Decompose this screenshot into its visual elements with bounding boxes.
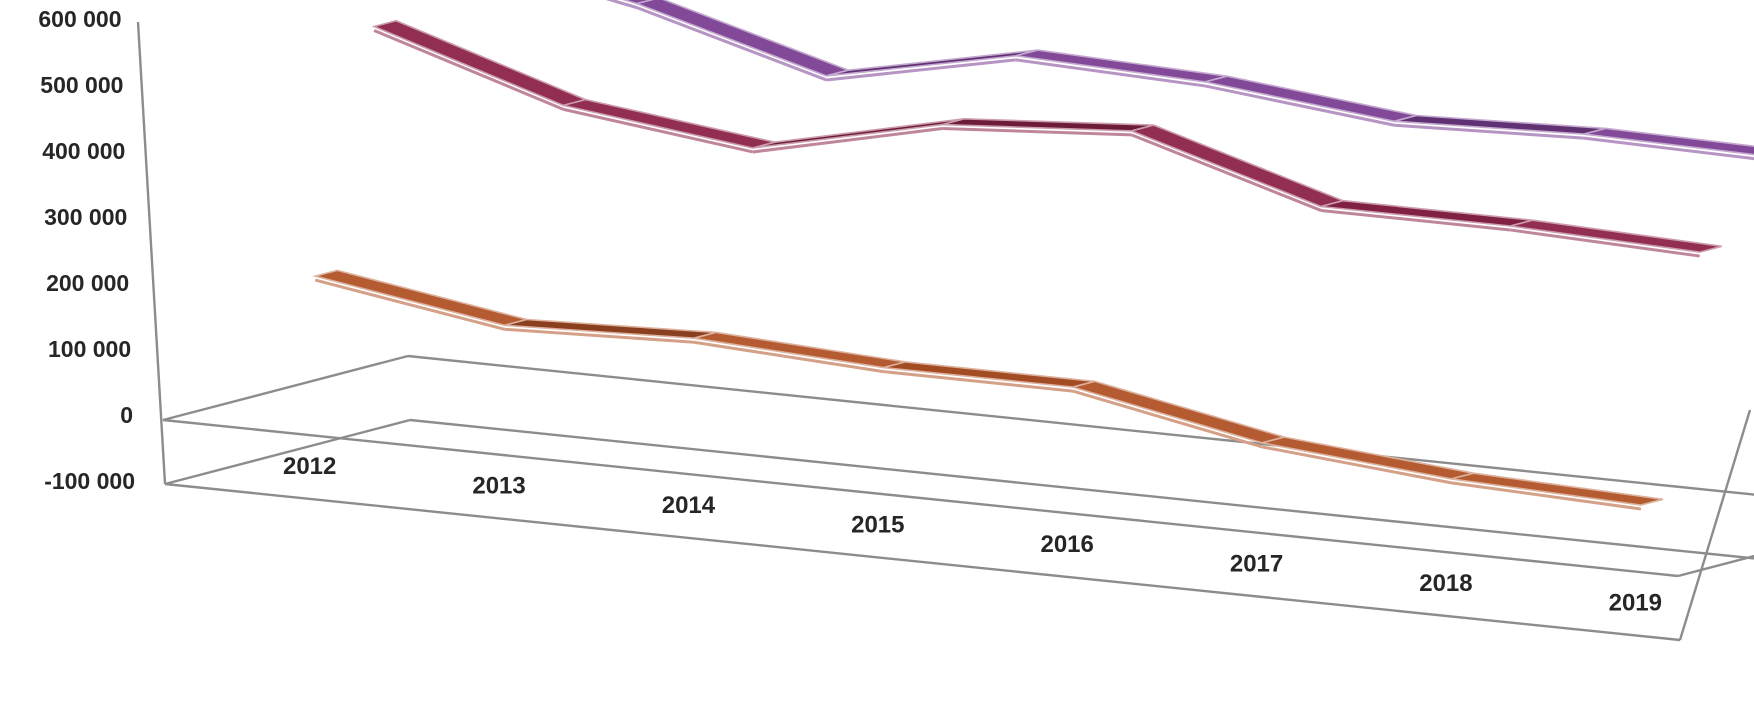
series-segment-edge	[1394, 123, 1584, 140]
series-segment	[752, 118, 965, 149]
series-segment-edge	[883, 370, 1073, 393]
series-segment-edge	[826, 58, 1016, 82]
series-segment-edge	[1320, 208, 1511, 232]
x-tick-label: 2014	[662, 492, 716, 519]
series-segment-edge	[605, 0, 638, 10]
x-tick-label: 2019	[1609, 589, 1662, 616]
zero-plane-right-edge	[1677, 554, 1754, 578]
zero-plane-back-edge	[407, 354, 1754, 496]
series-segment-edge	[1510, 228, 1700, 258]
x-tick-label: 2015	[851, 511, 904, 538]
y-tick-label: 300 000	[44, 204, 127, 230]
chart-series-layer	[312, 0, 1754, 511]
series-segment	[826, 49, 1038, 77]
series-segment	[1583, 127, 1754, 156]
zero-plane-front-edge	[162, 418, 1679, 578]
x-tick-label: 2017	[1230, 550, 1283, 577]
series-segment-edge	[752, 127, 943, 154]
series-segment	[693, 331, 906, 369]
floor-left-edge	[164, 418, 411, 486]
y-axis-ticks: -100 000 0 100 000 200 000 300 000 400 000 500…	[38, 6, 135, 494]
series-segment	[1204, 75, 1417, 123]
series-segment-edge	[942, 127, 1132, 137]
series-segment	[621, 0, 655, 5]
series-segment-edge	[693, 340, 884, 374]
series-segment-edge	[1451, 481, 1642, 511]
x-tick-label: 2012	[283, 453, 336, 480]
series-segment-edge	[373, 29, 565, 111]
y-tick-label: 400 000	[42, 138, 125, 164]
y-tick-label: 500 000	[40, 72, 123, 98]
series-segment-edge	[1261, 445, 1452, 485]
series-segment	[634, 0, 852, 77]
y-tick-label: 600 000	[38, 6, 121, 32]
floor-back-edge	[409, 418, 1754, 560]
x-tick-label: 2016	[1040, 531, 1093, 558]
zero-plane-left-edge	[162, 354, 409, 422]
series-segment-edge	[1204, 84, 1395, 127]
series-segment	[1129, 124, 1346, 208]
series-segment	[371, 19, 588, 107]
right-wall-edge	[1678, 409, 1752, 641]
series-segment	[1015, 49, 1228, 83]
series-segment-edge	[314, 278, 506, 331]
series-segment-edge	[1072, 389, 1263, 449]
series-segment-edge	[563, 107, 754, 154]
series-segment	[1261, 436, 1474, 480]
series-segment-edge	[504, 327, 695, 344]
y-tick-label: 0	[120, 402, 133, 428]
series-segment-edge	[1131, 133, 1322, 212]
y-tick-label: -100 000	[44, 468, 135, 494]
series-segment-edge	[1015, 58, 1206, 88]
y-axis-line	[136, 21, 167, 485]
series-segment-edge	[636, 6, 827, 82]
series-segment-edge	[1583, 136, 1754, 161]
series-segment	[1510, 219, 1722, 253]
series-ribbon	[371, 19, 1722, 258]
x-axis-ticks: 2012 2013 2014 2015 2016 2017 2018 2019	[283, 453, 1662, 617]
y-tick-label: 100 000	[48, 336, 131, 362]
x-tick-label: 2013	[472, 472, 525, 499]
floor-front-edge	[164, 482, 1681, 642]
y-tick-label: 200 000	[46, 270, 129, 296]
series-segment	[1069, 380, 1288, 444]
series-ribbon	[605, 0, 1754, 161]
series-segment	[563, 98, 776, 149]
chart-frame	[136, 21, 1754, 642]
series-segment	[312, 269, 530, 327]
series-segment	[1451, 472, 1664, 506]
series-ribbon	[312, 269, 1664, 511]
x-tick-label: 2018	[1419, 570, 1472, 597]
